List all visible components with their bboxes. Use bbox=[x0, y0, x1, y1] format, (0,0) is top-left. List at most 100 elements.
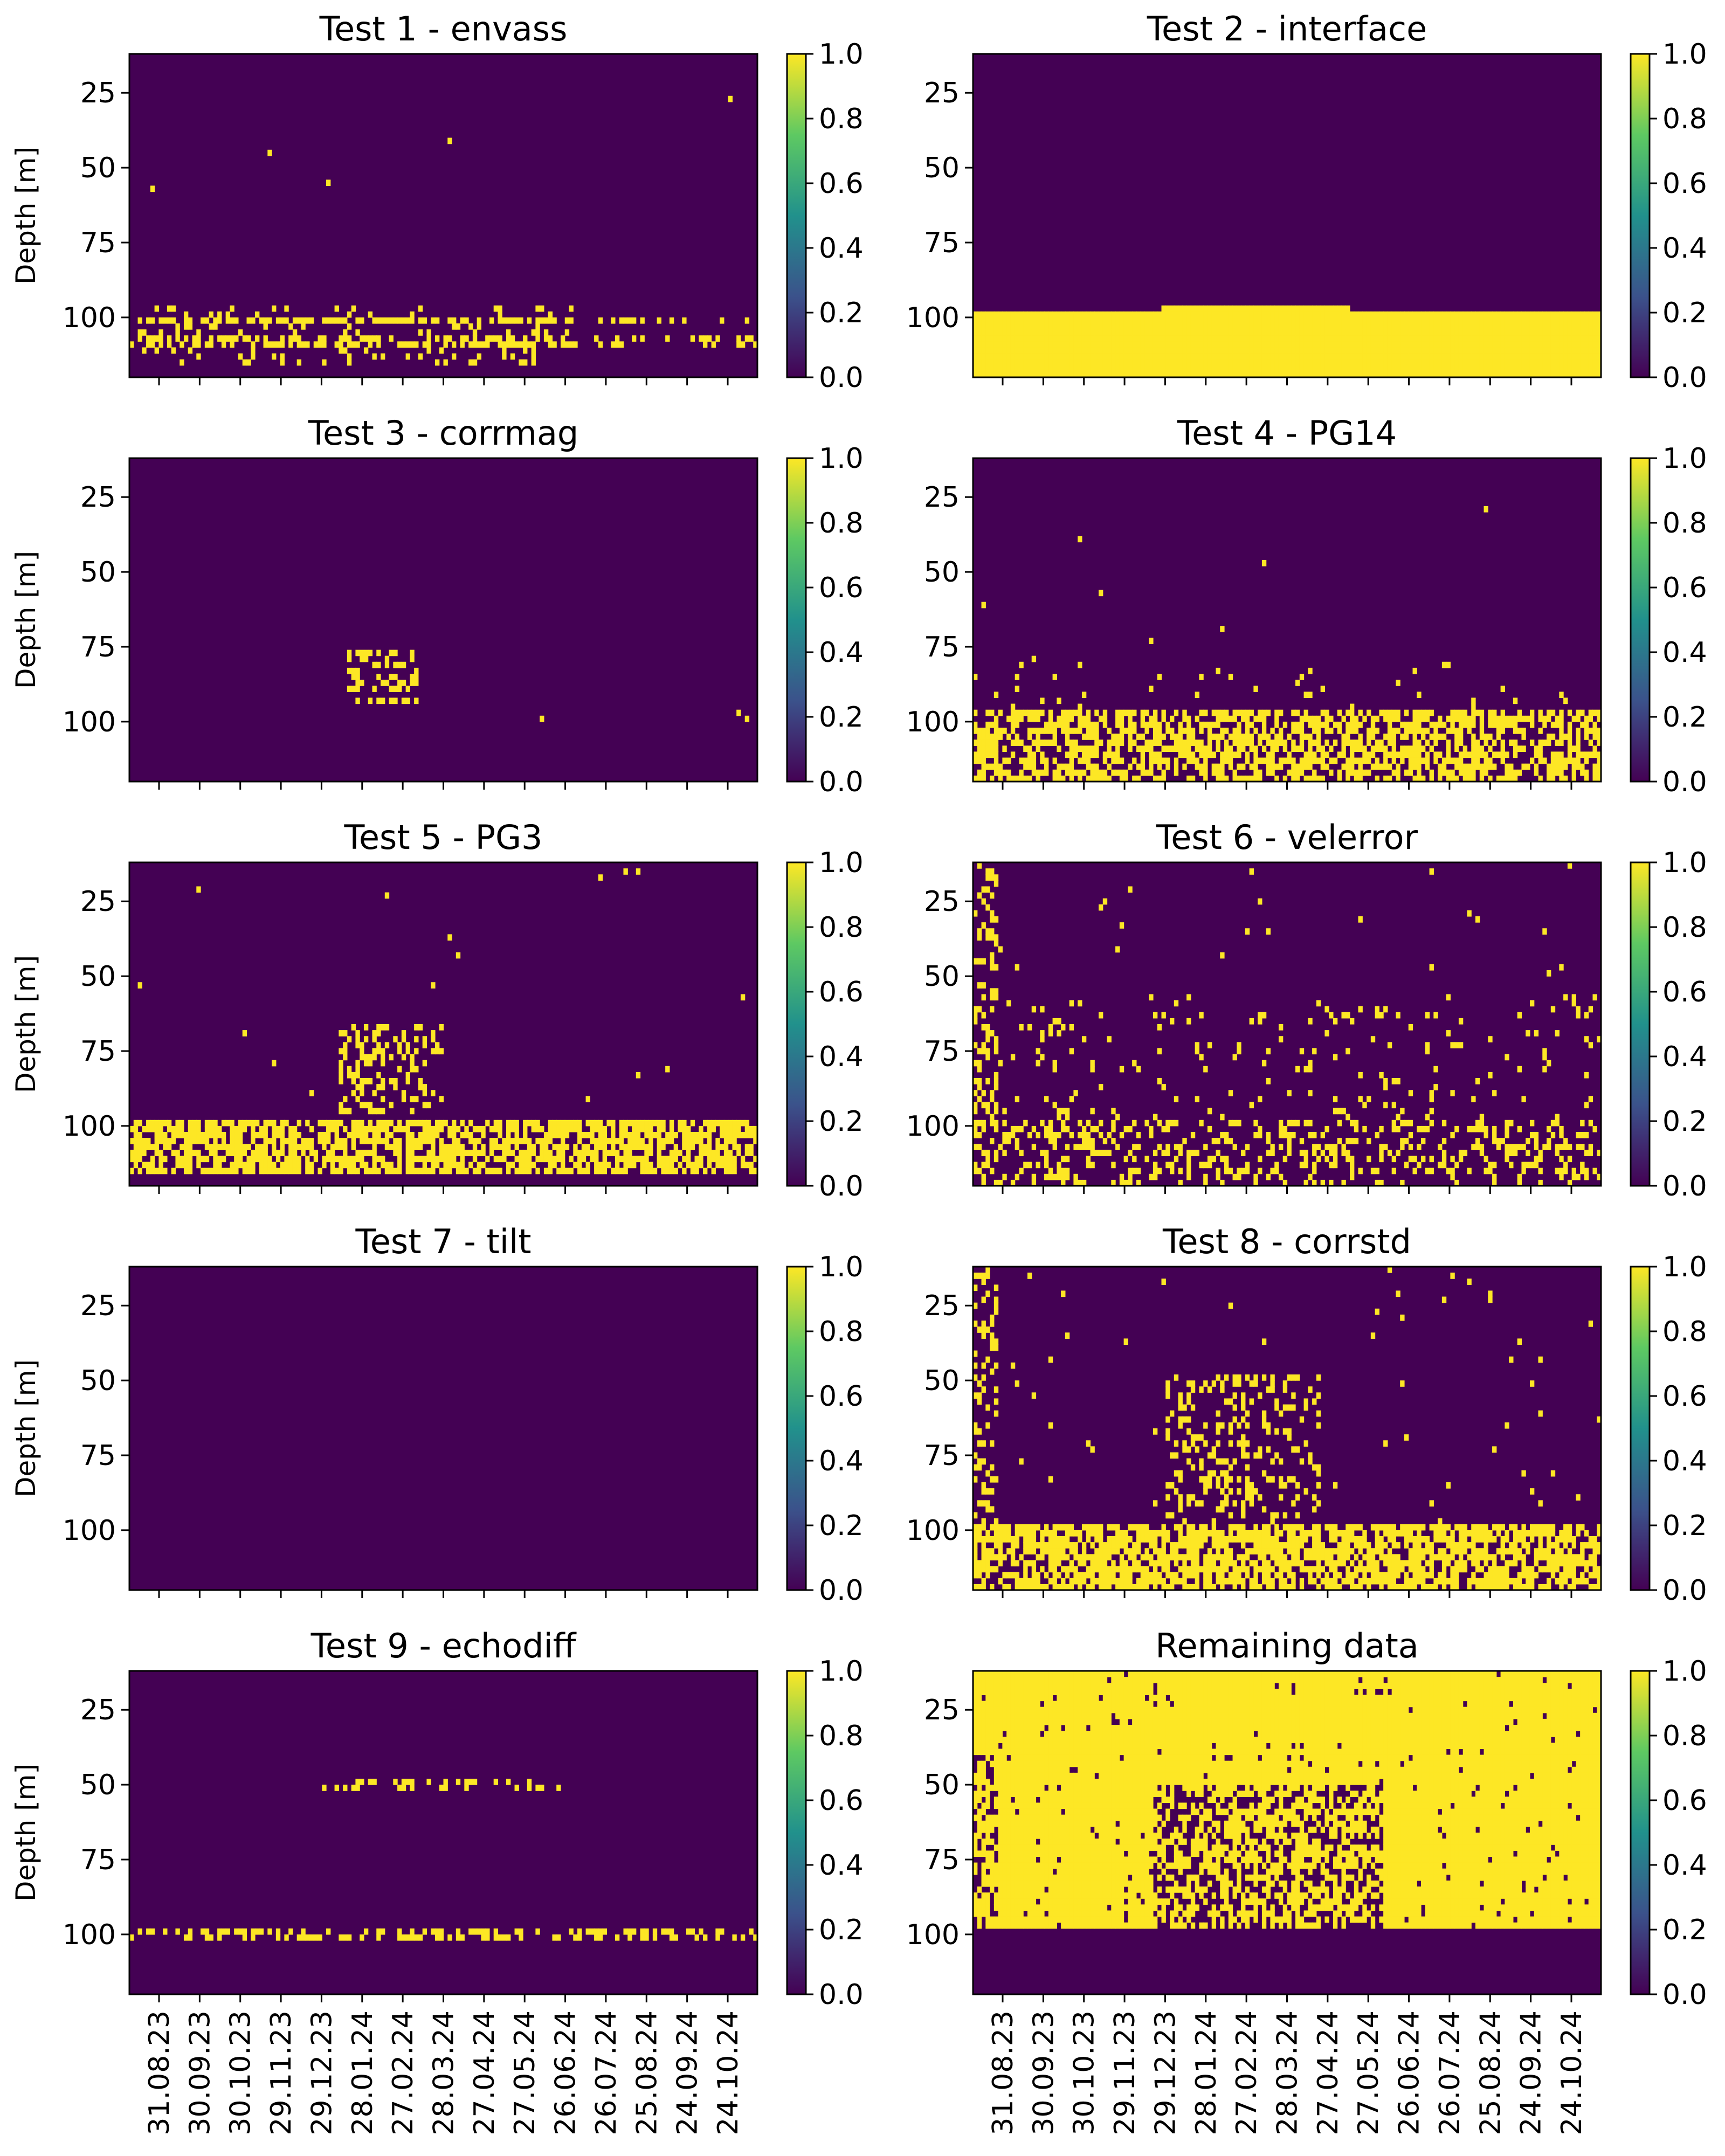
heatmap-cell bbox=[251, 1120, 256, 1127]
heatmap-cell bbox=[1270, 1144, 1275, 1150]
heatmap-cell bbox=[1433, 721, 1438, 728]
heatmap-cell bbox=[443, 1167, 448, 1174]
heatmap-cell bbox=[477, 1125, 481, 1132]
heatmap-cell bbox=[1303, 347, 1308, 354]
heatmap-cell bbox=[1048, 317, 1053, 324]
heatmap-cell bbox=[640, 317, 645, 324]
heatmap-cell bbox=[1144, 329, 1149, 336]
heatmap-cell bbox=[1061, 1167, 1066, 1174]
heatmap-cell bbox=[360, 1102, 364, 1109]
heatmap-cell bbox=[418, 1167, 423, 1174]
heatmap-cell bbox=[981, 1162, 986, 1169]
heatmap-cell bbox=[1379, 311, 1384, 318]
heatmap-cell bbox=[1186, 757, 1191, 764]
heatmap-cell bbox=[1350, 728, 1355, 734]
heatmap-cell bbox=[694, 1132, 699, 1138]
heatmap-cell bbox=[431, 1036, 436, 1042]
heatmap-cell bbox=[728, 1125, 733, 1132]
heatmap-cell bbox=[468, 1120, 473, 1127]
heatmap-cell bbox=[707, 1120, 712, 1127]
heatmap-cell bbox=[1090, 1125, 1095, 1132]
heatmap-cell bbox=[401, 1125, 406, 1132]
heatmap-cell bbox=[1081, 721, 1087, 728]
heatmap-cell bbox=[1174, 317, 1179, 324]
heatmap-cell bbox=[158, 1132, 163, 1138]
heatmap-cell bbox=[1425, 740, 1430, 746]
heatmap-cell bbox=[1450, 757, 1455, 764]
heatmap-cell bbox=[590, 1132, 595, 1138]
heatmap-cell bbox=[590, 1120, 595, 1127]
heatmap-cell bbox=[230, 305, 234, 312]
heatmap-cell bbox=[272, 1144, 277, 1150]
heatmap-cell bbox=[1383, 365, 1388, 372]
heatmap-cell bbox=[1270, 1150, 1275, 1157]
heatmap-cell bbox=[1186, 1018, 1191, 1025]
heatmap-cell bbox=[296, 1144, 302, 1150]
heatmap-cell bbox=[355, 1030, 360, 1036]
heatmap-cell bbox=[1182, 745, 1187, 752]
heatmap-cell bbox=[158, 1120, 163, 1127]
heatmap-cell bbox=[556, 1150, 561, 1157]
heatmap-cell bbox=[1509, 721, 1514, 728]
heatmap-cell bbox=[1249, 740, 1254, 746]
heatmap-cell bbox=[1303, 365, 1308, 372]
heatmap-cell bbox=[669, 1125, 674, 1132]
y-tick-label: 75 bbox=[80, 631, 116, 664]
heatmap-cell bbox=[213, 317, 218, 324]
heatmap-cell bbox=[510, 335, 515, 342]
heatmap-cell bbox=[1278, 740, 1284, 746]
heatmap-cell bbox=[1099, 904, 1103, 911]
heatmap-cell bbox=[1412, 757, 1417, 764]
heatmap-cell bbox=[564, 1167, 570, 1174]
heatmap-cell bbox=[1379, 371, 1384, 378]
heatmap-cell bbox=[1107, 1132, 1112, 1138]
heatmap-cell bbox=[1065, 1114, 1070, 1121]
heatmap-cell bbox=[1015, 341, 1020, 348]
heatmap-cell bbox=[1278, 1120, 1284, 1127]
heatmap-cell bbox=[673, 1156, 679, 1163]
heatmap-cell bbox=[1266, 1078, 1271, 1084]
heatmap-cell bbox=[1500, 715, 1505, 722]
heatmap-cell bbox=[1078, 323, 1082, 330]
heatmap-cell bbox=[985, 728, 990, 734]
heatmap-cell bbox=[1479, 347, 1485, 354]
heatmap-cell bbox=[1161, 365, 1166, 372]
heatmap-cell bbox=[309, 1125, 314, 1132]
heatmap-cell bbox=[1446, 715, 1451, 722]
heatmap-cell bbox=[640, 1120, 645, 1127]
heatmap-cell bbox=[1065, 371, 1070, 378]
heatmap-cell bbox=[985, 1054, 990, 1061]
heatmap-cell bbox=[665, 1156, 670, 1163]
heatmap-cell bbox=[1220, 317, 1225, 324]
heatmap-cell bbox=[1274, 329, 1279, 336]
heatmap-cell bbox=[1224, 359, 1229, 366]
heatmap-cell bbox=[288, 341, 293, 348]
heatmap-cell bbox=[657, 1125, 661, 1132]
heatmap-cell bbox=[129, 1167, 134, 1174]
heatmap-cell bbox=[1027, 323, 1032, 330]
heatmap-cell bbox=[1186, 359, 1191, 366]
heatmap-cell bbox=[1550, 757, 1556, 764]
heatmap-cell bbox=[1078, 1120, 1082, 1127]
heatmap-cell bbox=[1563, 329, 1568, 336]
heatmap-cell bbox=[1467, 728, 1472, 734]
heatmap-cell bbox=[360, 1084, 364, 1090]
heatmap-cell bbox=[1036, 728, 1040, 734]
heatmap-cell bbox=[1195, 347, 1199, 354]
heatmap-cell bbox=[1228, 359, 1233, 366]
heatmap-cell bbox=[322, 1132, 327, 1138]
heatmap-cell bbox=[1165, 721, 1170, 728]
heatmap-cell bbox=[381, 1054, 385, 1061]
heatmap-cell bbox=[1031, 655, 1037, 662]
heatmap-cell bbox=[192, 1125, 197, 1132]
heatmap-cell bbox=[481, 341, 486, 348]
heatmap-cell bbox=[1492, 751, 1497, 758]
heatmap-cell bbox=[1195, 740, 1199, 746]
heatmap-cell bbox=[998, 311, 1003, 318]
heatmap-cell bbox=[1174, 335, 1179, 342]
heatmap-cell bbox=[1237, 1167, 1241, 1174]
heatmap-cell bbox=[1211, 347, 1217, 354]
heatmap-cell bbox=[1396, 371, 1400, 378]
heatmap-cell bbox=[1592, 341, 1597, 348]
heatmap-cell bbox=[1547, 341, 1551, 348]
